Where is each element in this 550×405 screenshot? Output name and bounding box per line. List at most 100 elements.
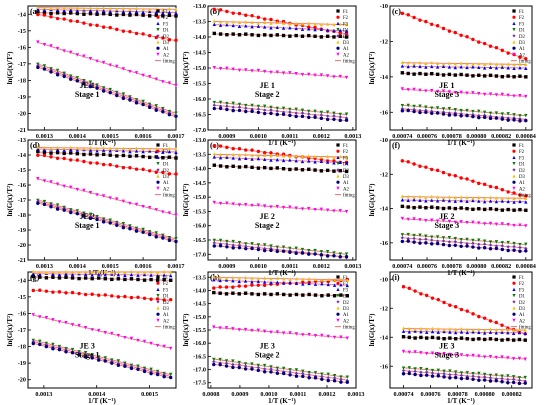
point-A2 <box>231 202 235 206</box>
point-F1 <box>57 276 62 280</box>
point-D3 <box>488 195 493 199</box>
point-D2 <box>256 365 261 370</box>
panel-e: 0.0009 0.0010 0.0011 0.0012 0.0013-17.0-16.5… <box>182 137 361 277</box>
legend-label-D2: D2 <box>519 301 525 306</box>
point-A2 <box>44 316 49 320</box>
point-A2 <box>147 74 152 79</box>
point-A2 <box>82 54 86 58</box>
point-F3 <box>108 149 112 153</box>
point-F2 <box>453 30 457 35</box>
point-A1 <box>313 252 317 256</box>
point-A1 <box>75 79 80 83</box>
point-A2 <box>448 352 452 357</box>
point-F3 <box>31 271 35 276</box>
point-D2 <box>506 377 510 382</box>
point-A2 <box>506 356 510 360</box>
point-F2 <box>116 295 121 299</box>
point-D3 <box>430 326 435 331</box>
point-F1 <box>300 34 305 38</box>
point-D2 <box>307 373 311 377</box>
point-A2 <box>225 66 229 71</box>
fitting-line-A2 <box>37 41 177 86</box>
point-A2 <box>524 94 528 99</box>
point-D3 <box>269 154 273 158</box>
fitting-line-D2 <box>213 361 348 381</box>
fitting-line-D1 <box>214 239 347 255</box>
point-A1 <box>313 115 317 119</box>
point-A2 <box>57 320 62 324</box>
point-D1 <box>494 111 499 115</box>
point-D3 <box>518 62 522 66</box>
point-A1 <box>136 367 140 371</box>
point-A2 <box>162 344 166 349</box>
point-F2 <box>167 38 172 42</box>
point-F2 <box>407 286 412 290</box>
point-F2 <box>55 156 60 160</box>
fitting-line-D2 <box>214 104 347 119</box>
point-A1 <box>494 116 499 120</box>
point-A2 <box>465 91 469 95</box>
point-F3 <box>430 64 434 69</box>
point-D3 <box>477 327 481 331</box>
point-A2 <box>88 191 93 195</box>
point-A2 <box>70 323 75 327</box>
legend-marker-A1 <box>336 180 340 184</box>
point-F2 <box>88 23 93 27</box>
point-D1 <box>231 239 235 244</box>
point-D3 <box>101 146 106 150</box>
legend-label-D3: D3 <box>519 41 525 46</box>
legend-label-fitting: fitting <box>163 60 175 65</box>
point-A1 <box>275 249 279 254</box>
point-F1 <box>325 168 330 173</box>
point-D1 <box>412 104 416 109</box>
point-F2 <box>75 158 80 162</box>
point-A2 <box>500 355 504 359</box>
x-tick-label: 0.00076 <box>417 133 437 140</box>
point-D1 <box>435 106 440 110</box>
point-D3 <box>256 276 261 281</box>
point-A2 <box>262 329 267 334</box>
y-tick-label: -14 <box>380 334 388 341</box>
point-A2 <box>95 193 99 197</box>
point-F2 <box>524 194 528 198</box>
point-F2 <box>418 18 422 22</box>
point-A2 <box>300 207 305 211</box>
y-tick-label: -15 <box>18 167 26 174</box>
y-tick-label: -17.5 <box>193 380 206 387</box>
point-F2 <box>70 290 75 295</box>
y-tick-label: -14 <box>18 152 26 159</box>
point-D1 <box>332 111 336 116</box>
point-A2 <box>441 218 446 223</box>
point-D1 <box>154 104 158 108</box>
point-D2 <box>500 376 504 381</box>
point-A1 <box>459 114 463 118</box>
y-tick-label: -10 <box>380 3 388 10</box>
point-A1 <box>488 247 493 251</box>
fitting-line-F3 <box>213 279 348 286</box>
point-A2 <box>512 223 516 228</box>
point-F3 <box>269 26 273 30</box>
point-A1 <box>453 243 457 248</box>
stage-annotation: Stage 1 <box>75 221 100 230</box>
y-tick-label: -13.5 <box>193 274 206 281</box>
point-D2 <box>425 370 429 374</box>
x-tick-label: 0.00074 <box>392 263 412 270</box>
y-tick-label: -14 <box>18 11 26 18</box>
y-tick-label: -16.5 <box>193 112 206 119</box>
point-A2 <box>218 326 222 330</box>
point-D3 <box>49 146 53 150</box>
point-D1 <box>256 363 261 368</box>
point-A1 <box>275 112 279 117</box>
point-D3 <box>218 19 223 24</box>
point-F1 <box>69 151 73 155</box>
point-A1 <box>121 225 126 230</box>
point-F3 <box>344 29 349 33</box>
point-F3 <box>413 329 417 333</box>
point-F2 <box>103 293 107 297</box>
point-D3 <box>471 328 475 332</box>
legend-marker-D1 <box>336 294 340 298</box>
legend-marker-D1 <box>156 28 160 32</box>
point-F1 <box>42 150 47 154</box>
point-F1 <box>459 72 463 77</box>
x-tick-label: 0.0015 <box>102 133 119 140</box>
